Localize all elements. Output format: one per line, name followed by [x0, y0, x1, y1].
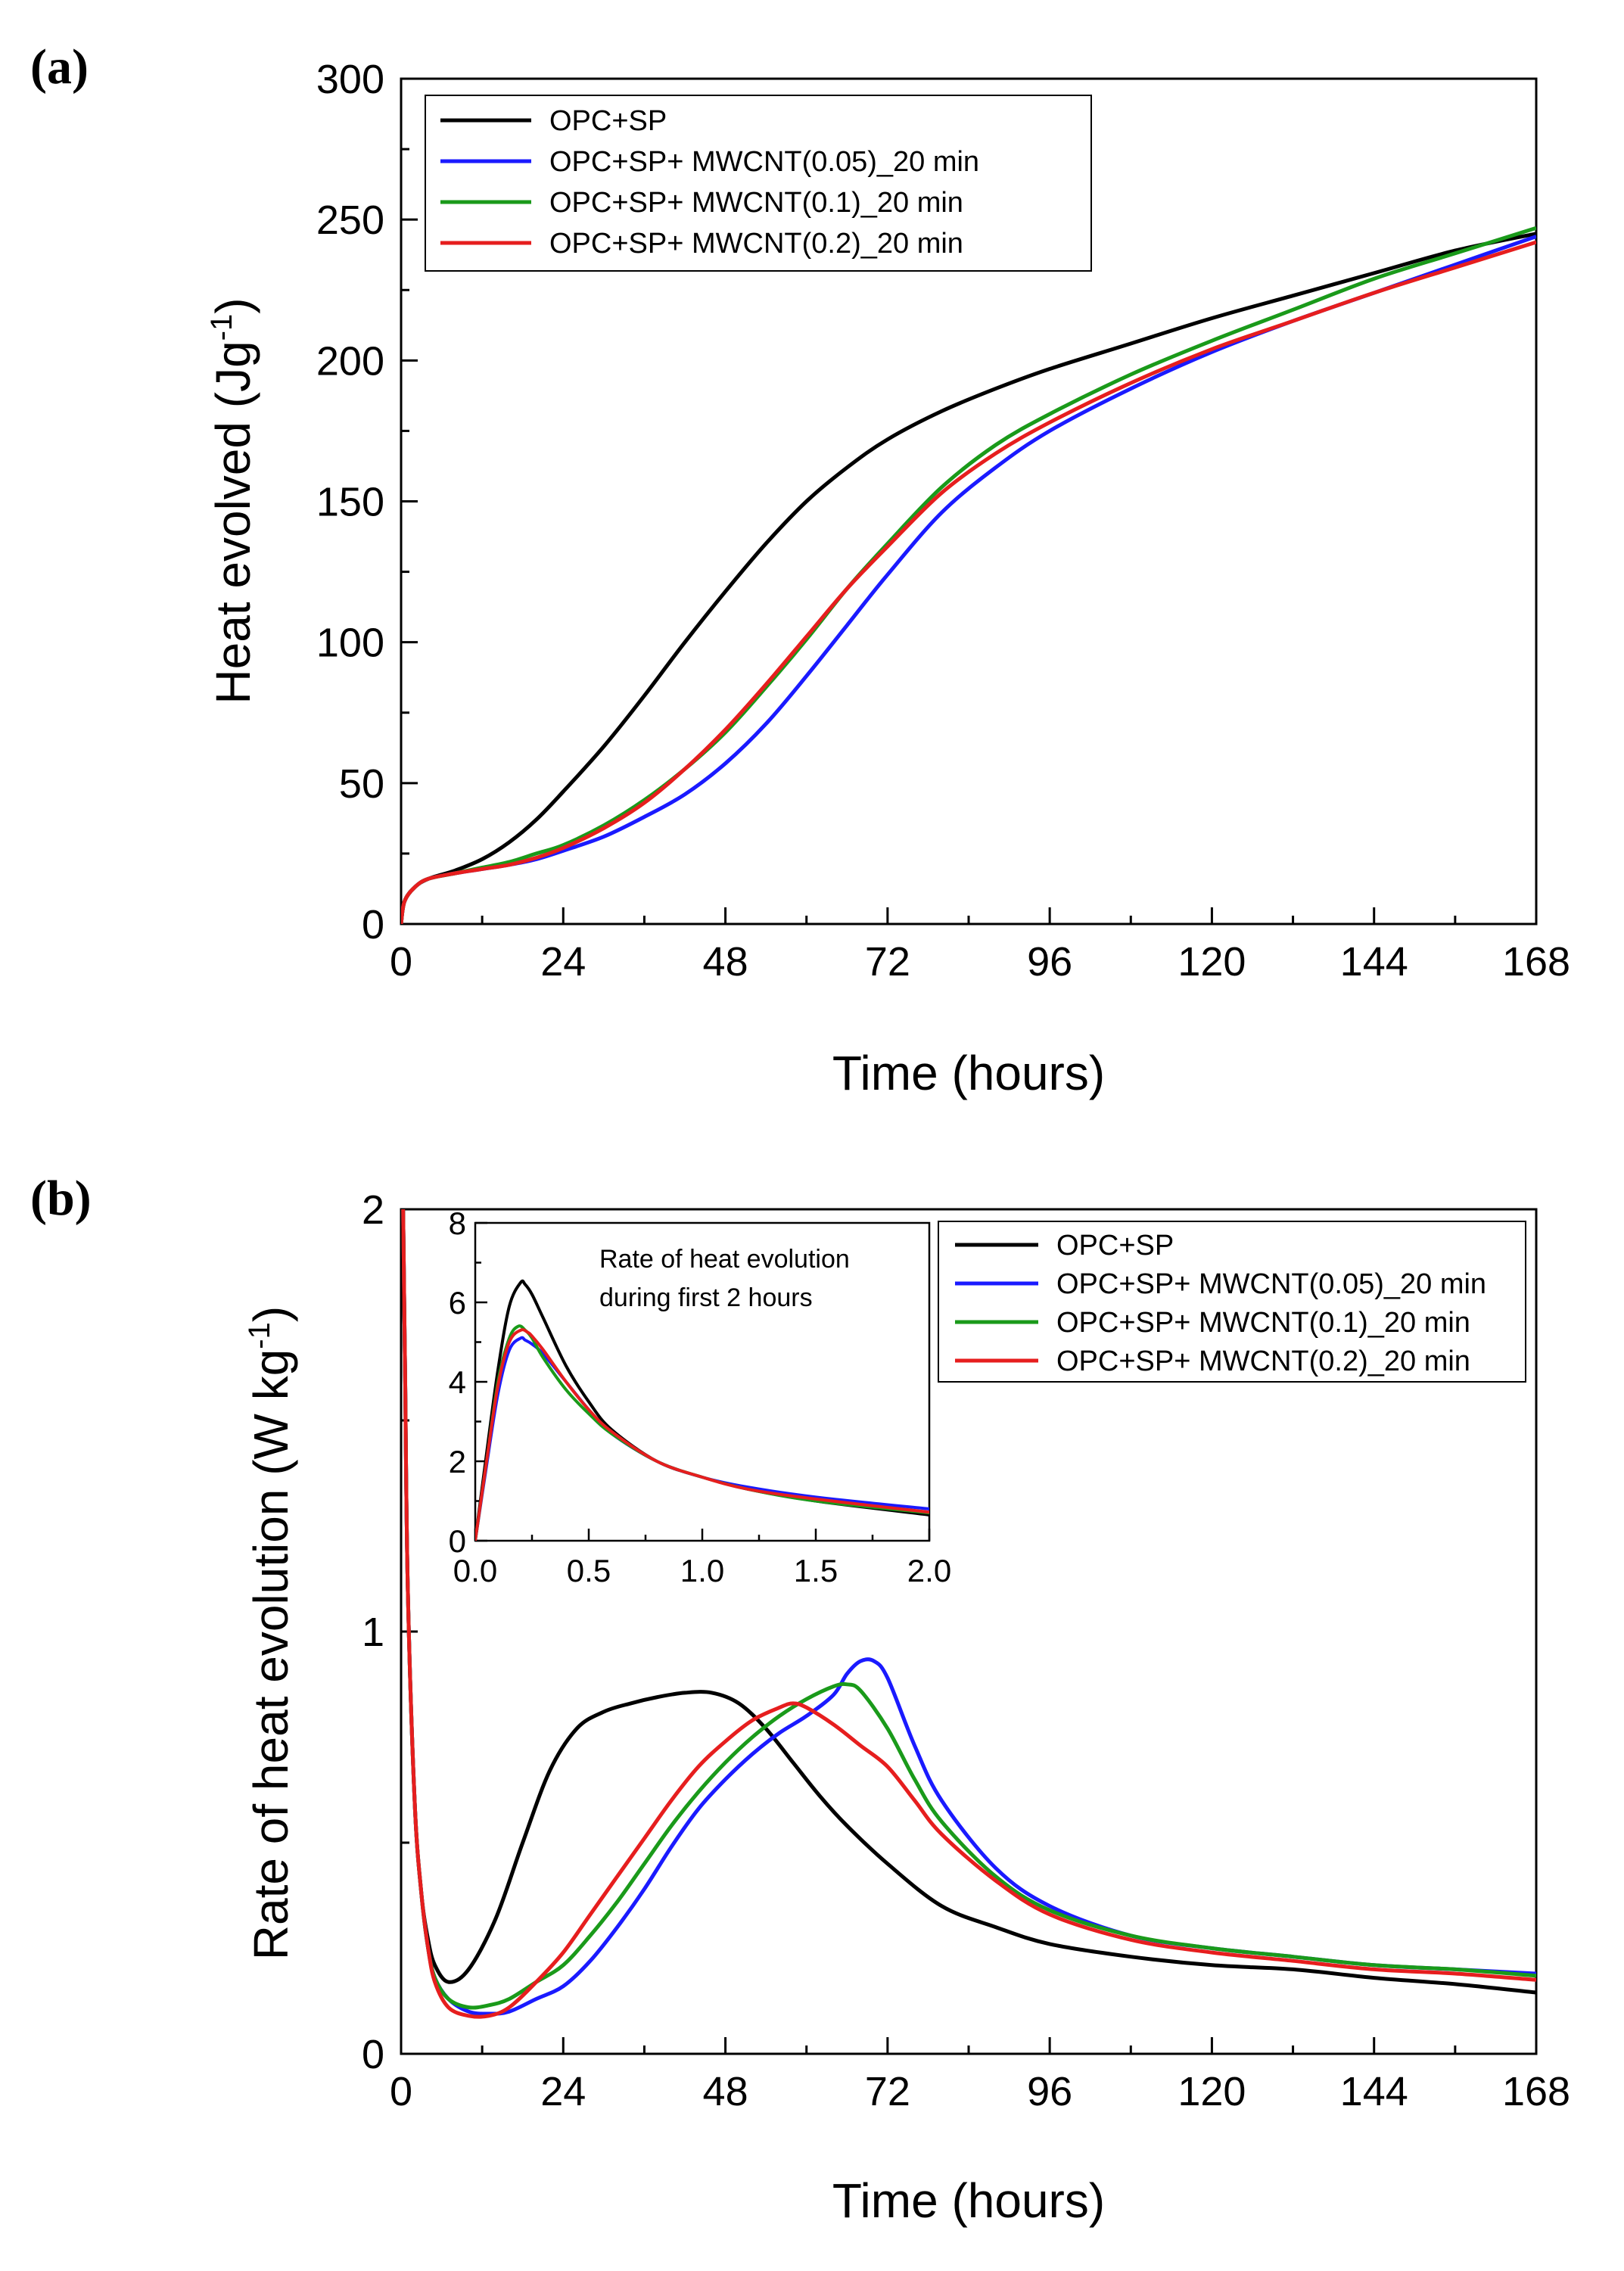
inset-background — [475, 1223, 929, 1541]
panel-b-legend-label-1: OPC+SP — [1056, 1230, 1174, 1261]
panel-b-legend-label-4: OPC+SP+ MWCNT(0.2)_20 min — [1056, 1345, 1470, 1377]
panel-a-y-tick-label: 250 — [316, 198, 384, 243]
panel-b-legend: OPC+SP OPC+SP+ MWCNT(0.05)_20 min OPC+SP+ … — [938, 1221, 1526, 1383]
inset-x-tick-label: 0.5 — [567, 1553, 611, 1588]
inset-y-ticks: 0 2 4 6 8 — [449, 1205, 487, 1559]
panel-a-y-tick-label: 0 — [362, 902, 384, 947]
panel-b-x-tick-label: 48 — [703, 2069, 748, 2114]
panel-b-y-axis-label-superscript: -1 — [243, 1322, 276, 1349]
panel-a-series — [401, 226, 1536, 924]
panel-a-x-tick-label: 144 — [1340, 939, 1408, 985]
panel-b-y-axis-label: Rate of heat evolution (W kg-1) — [243, 1306, 298, 1960]
panel-a-x-tick-label: 24 — [540, 939, 586, 985]
panel-a-x-ticks: 0 24 48 72 96 120 144 168 — [390, 907, 1570, 985]
inset-x-tick-label: 1.0 — [680, 1553, 724, 1588]
panel-a-x-tick-label: 168 — [1502, 939, 1570, 985]
panel-a-legend-label-2: OPC+SP+ MWCNT(0.05)_20 min — [549, 146, 979, 178]
panel-a-y-ticks: 0 50 100 150 200 250 300 — [316, 57, 418, 947]
panel-a-y-tick-label: 100 — [316, 621, 384, 666]
panel-b-series-line-4 — [401, 1209, 1536, 2019]
panel-a-x-tick-label: 0 — [390, 939, 412, 985]
panel-a-y-tick-label: 300 — [316, 57, 384, 102]
panel-a-legend-box — [425, 95, 1092, 272]
panel-a-legend: OPC+SP OPC+SP+ MWCNT(0.05)_20 min OPC+SP+ … — [425, 95, 1092, 272]
panel-a-x-tick-label: 48 — [703, 939, 748, 985]
panel-b-y-axis-label-close: ) — [244, 1306, 298, 1322]
inset-title-line1: Rate of heat evolution — [599, 1245, 850, 1274]
inset-y-tick-label: 8 — [449, 1205, 466, 1241]
panel-a-y-axis-label-superscript: -1 — [205, 314, 238, 341]
panel-b-x-ticks: 0 24 48 72 96 120 144 168 — [390, 2037, 1570, 2114]
inset-series — [475, 1279, 929, 1541]
inset-title-line2: during first 2 hours — [599, 1283, 813, 1312]
panel-a-legend-label-4: OPC+SP+ MWCNT(0.2)_20 min — [549, 228, 963, 260]
panel-b-y-ticks: 0 1 2 — [362, 1187, 418, 2077]
inset-x-tick-label: 1.5 — [794, 1553, 838, 1588]
panel-a-legend-label-3: OPC+SP+ MWCNT(0.1)_20 min — [549, 187, 963, 219]
inset-y-tick-label: 0 — [449, 1523, 466, 1559]
panel-b-y-tick-label: 0 — [362, 2032, 384, 2077]
inset-series-line-4 — [475, 1328, 929, 1541]
panel-a-y-axis-label-close: ) — [206, 297, 260, 313]
panel-b-x-tick-label: 144 — [1340, 2069, 1408, 2114]
panel-b-legend-box — [938, 1221, 1526, 1383]
panel-a-series-line-4 — [401, 240, 1536, 924]
panel-b-x-tick-label: 96 — [1027, 2069, 1072, 2114]
panel-b-x-tick-label: 72 — [865, 2069, 910, 2114]
panel-a-x-tick-label: 72 — [865, 939, 910, 985]
panel-b-x-tick-label: 120 — [1178, 2069, 1246, 2114]
inset-y-tick-label: 2 — [449, 1444, 466, 1479]
panel-b-label: (b) — [30, 1171, 92, 1226]
panel-b-y-tick-label: 2 — [362, 1187, 384, 1233]
panel-a-series-line-1 — [401, 232, 1536, 924]
panel-b-rate-of-heat-chart: (b) 0 24 48 72 96 120 144 168 012 Time (hours) … — [30, 1171, 1570, 2228]
panel-b-series — [401, 1209, 1536, 2019]
panel-a-x-axis-label: Time (hours) — [832, 1046, 1105, 1100]
panel-b-x-tick-label: 24 — [540, 2069, 586, 2114]
inset-y-tick-label: 6 — [449, 1285, 466, 1321]
panel-a-y-tick-label: 200 — [316, 338, 384, 384]
panel-b-x-axis-label: Time (hours) — [832, 2173, 1105, 2228]
panel-a-heat-evolved-chart: (a) 0 24 48 72 96 120 144 168 0 50 100 150 200 250 30… — [30, 39, 1570, 1100]
panel-b-y-tick-label: 1 — [362, 1610, 384, 1655]
inset-x-ticks: 0.0 0.5 1.0 1.5 2.0 — [453, 1529, 951, 1588]
panel-a-y-tick-label: 50 — [339, 761, 384, 807]
panel-a-label: (a) — [30, 39, 89, 95]
panel-b-legend-label-3: OPC+SP+ MWCNT(0.1)_20 min — [1056, 1307, 1470, 1339]
inset-y-tick-label: 4 — [449, 1364, 466, 1400]
inset-x-tick-label: 2.0 — [907, 1553, 951, 1588]
panel-a-x-tick-label: 96 — [1027, 939, 1072, 985]
panel-a-series-line-3 — [401, 226, 1536, 924]
panel-b-legend-label-2: OPC+SP+ MWCNT(0.05)_20 min — [1056, 1268, 1486, 1300]
panel-a-legend-label-1: OPC+SP — [549, 105, 667, 137]
panel-a-y-axis-label: Heat evolved (Jg-1) — [205, 297, 260, 704]
inset-x-tick-label: 0.0 — [453, 1553, 497, 1588]
panel-b-inset: 0.0 0.5 1.0 1.5 2.0 0 2 4 6 8 Rate of heat evolu… — [449, 1205, 952, 1588]
panel-a-x-tick-label: 120 — [1178, 939, 1246, 985]
panel-b-x-tick-label: 0 — [390, 2069, 412, 2114]
panel-a-series-line-2 — [401, 235, 1536, 924]
panel-a-y-tick-label: 150 — [316, 480, 384, 525]
panel-b-x-tick-label: 168 — [1502, 2069, 1570, 2114]
